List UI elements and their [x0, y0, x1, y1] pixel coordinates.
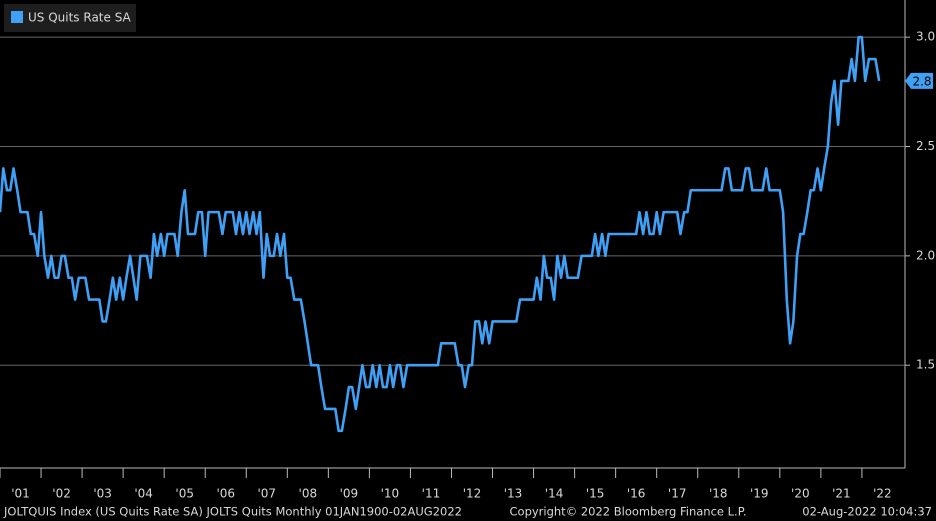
x-tick-label: '16: [627, 487, 646, 501]
x-tick-label: '19: [750, 487, 769, 501]
legend-swatch: [11, 11, 23, 23]
x-tick-label: '01: [11, 487, 30, 501]
line-series: [0, 35, 881, 433]
y-tick-label: 2.0: [916, 248, 935, 262]
last-value-label: 2.8: [912, 74, 931, 88]
x-tick-label: '02: [52, 487, 71, 501]
legend-label: US Quits Rate SA: [28, 11, 132, 25]
y-tick-label: 3.0: [916, 30, 935, 44]
x-tick-label: '13: [504, 487, 523, 501]
footer-center: Copyright© 2022 Bloomberg Finance L.P.: [510, 505, 747, 519]
footer-right: 02-Aug-2022 10:04:37: [802, 505, 932, 519]
y-tick-label: 2.5: [916, 139, 935, 153]
x-tick-label: '17: [668, 487, 687, 501]
x-tick-label: '08: [299, 487, 318, 501]
x-tick-label: '14: [545, 487, 564, 501]
x-tick-label: '03: [93, 487, 112, 501]
x-tick-label: '22: [873, 487, 892, 501]
x-tick-label: '09: [340, 487, 359, 501]
x-tick-label: '10: [381, 487, 400, 501]
legend-box: [4, 4, 136, 32]
last-value-box: [905, 72, 933, 89]
x-tick-label: '04: [134, 487, 153, 501]
x-tick-label: '07: [257, 487, 276, 501]
footer-left: JOLTQUIS Index (US Quits Rate SA) JOLTS …: [3, 505, 462, 519]
x-tick-label: '11: [422, 487, 441, 501]
x-tick-label: '06: [216, 487, 235, 501]
y-tick-label: 1.5: [916, 358, 935, 372]
x-tick-label: '12: [463, 487, 482, 501]
x-tick-label: '21: [832, 487, 851, 501]
x-tick-label: '18: [709, 487, 728, 501]
x-tick-label: '20: [791, 487, 810, 501]
x-tick-label: '15: [586, 487, 605, 501]
x-tick-label: '05: [175, 487, 194, 501]
